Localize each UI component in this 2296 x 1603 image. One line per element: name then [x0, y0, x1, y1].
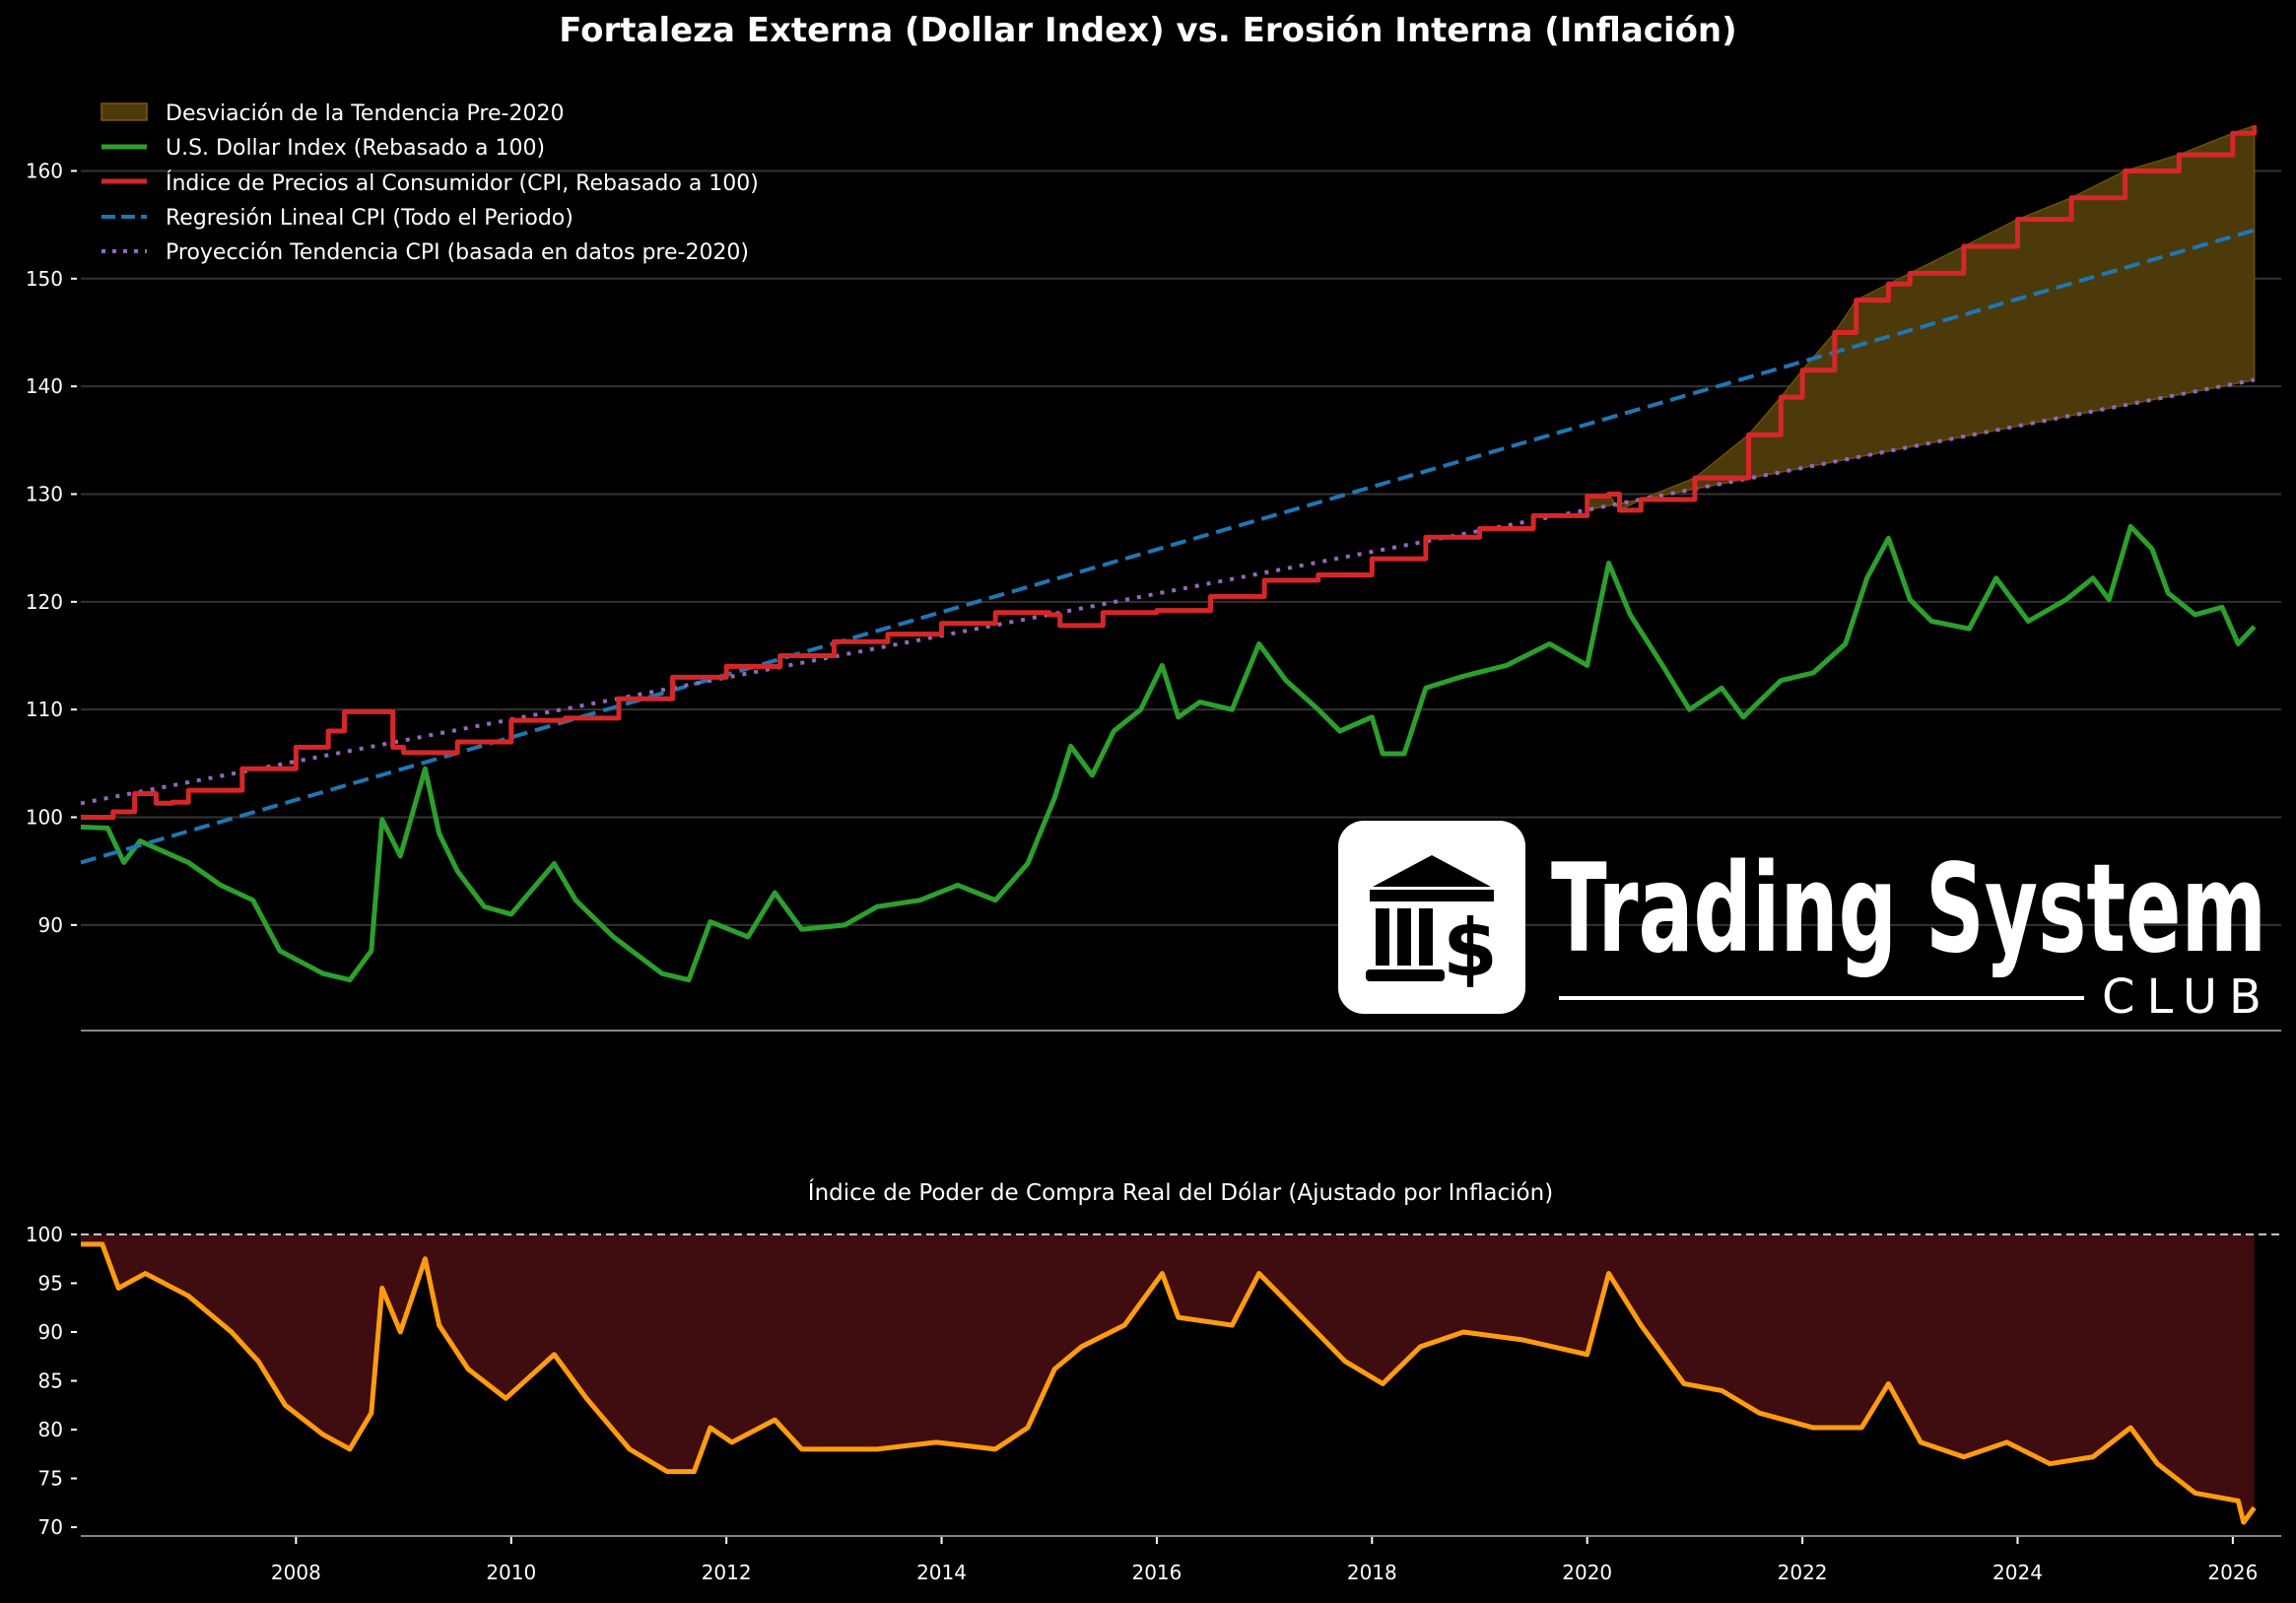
- deviation-fill-area: [1586, 124, 2256, 511]
- series-line-regression: [80, 228, 2256, 865]
- series-line-dxy: [80, 523, 2257, 983]
- y-tick-label: 90: [38, 913, 63, 937]
- bottom-chart-title: Índice de Poder de Compra Real del Dólar…: [808, 1178, 1553, 1206]
- chart-title: Fortaleza Externa (Dollar Index) vs. Ero…: [559, 11, 1736, 50]
- bottom-x-axis: 2008 2010 2012 2014 2016 2018 2020 2022 2024 2026: [271, 1537, 2258, 1584]
- x-tick-label: 2018: [1347, 1561, 1397, 1584]
- y-tick-label: 85: [38, 1369, 63, 1393]
- legend-label-trend: Proyección Tendencia CPI (basada en dato…: [166, 240, 749, 265]
- x-tick-label: 2026: [2207, 1561, 2258, 1584]
- y-tick-label: 100: [26, 1223, 63, 1246]
- y-tick-label: 130: [26, 482, 63, 505]
- logo-sub: CLUB: [2102, 969, 2273, 1025]
- y-tick-label: 120: [26, 590, 63, 614]
- bottom-y-axis: 70 75 80 85 90 95 100: [26, 1223, 77, 1539]
- x-tick-label: 2012: [702, 1561, 752, 1584]
- y-tick-label: 150: [26, 267, 63, 291]
- x-tick-label: 2020: [1562, 1561, 1612, 1584]
- series-line-trend_pre2020: [80, 377, 2256, 806]
- legend-label-dxy: U.S. Dollar Index (Rebasado a 100): [166, 136, 545, 161]
- top-series-layer: [80, 125, 2258, 983]
- trading-system-club-logo: $ Trading System CLUB: [1338, 821, 2273, 1025]
- logo-name: Trading System: [1551, 838, 2266, 980]
- legend: Desviación de la Tendencia Pre-2020 U.S.…: [101, 101, 759, 265]
- x-tick-label: 2014: [916, 1561, 967, 1584]
- x-tick-label: 2024: [1992, 1561, 2043, 1584]
- svg-text:$: $: [1443, 902, 1498, 994]
- bank-dollar-icon: $: [1366, 855, 1498, 994]
- legend-label-cpi: Índice de Precios al Consumidor (CPI, Re…: [166, 170, 759, 196]
- y-tick-label: 90: [38, 1320, 63, 1344]
- deviation-fill-layer: [1586, 124, 2256, 511]
- x-tick-label: 2016: [1131, 1561, 1182, 1584]
- x-tick-label: 2010: [486, 1561, 536, 1584]
- y-tick-label: 80: [38, 1418, 63, 1441]
- y-tick-label: 100: [26, 806, 63, 830]
- series-line-purchasing-power: [81, 1241, 2257, 1525]
- top-y-axis: 90 100 110 120 130 140 150 160: [26, 159, 77, 937]
- y-tick-label: 75: [38, 1467, 63, 1491]
- purchasing-power-fill-layer: [81, 1234, 2255, 1523]
- legend-swatch-deviation: [101, 102, 148, 121]
- x-tick-label: 2008: [271, 1561, 321, 1584]
- series-line-cpi: [81, 125, 2258, 821]
- legend-label-regression: Regresión Lineal CPI (Todo el Periodo): [166, 206, 574, 231]
- y-tick-label: 110: [26, 698, 63, 721]
- y-tick-label: 70: [38, 1515, 63, 1539]
- y-tick-label: 140: [26, 374, 63, 398]
- bottom-series-layer: [81, 1241, 2257, 1525]
- purchasing-power-fill: [81, 1234, 2255, 1523]
- y-tick-label: 160: [26, 159, 63, 182]
- legend-label-deviation: Desviación de la Tendencia Pre-2020: [166, 101, 564, 126]
- y-tick-label: 95: [38, 1271, 63, 1295]
- top-gridlines: [81, 169, 2281, 926]
- x-tick-label: 2022: [1778, 1561, 1828, 1584]
